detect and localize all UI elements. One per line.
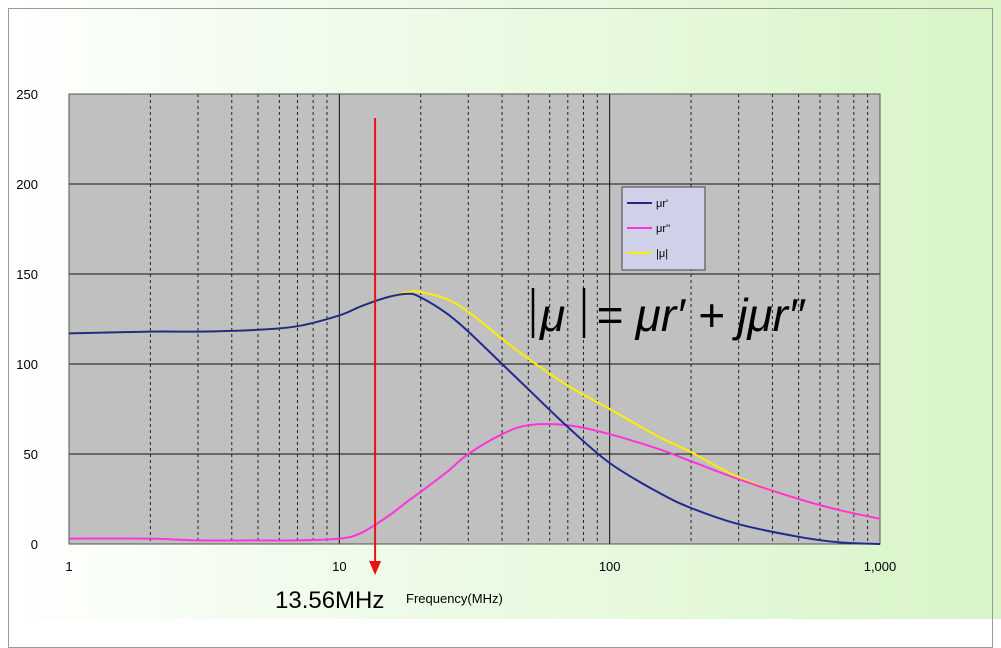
y-tick-label: 150 [16, 267, 38, 282]
y-axis-ticks: 0 50 100 150 200 250 [16, 87, 38, 552]
y-tick-label: 0 [31, 537, 38, 552]
legend-label-2: |μ| [656, 248, 668, 260]
y-tick-label: 250 [16, 87, 38, 102]
x-tick-label: 1 [65, 559, 72, 574]
x-axis-label: Frequency(MHz) [406, 591, 503, 606]
y-tick-label: 100 [16, 357, 38, 372]
permeability-chart: 0 50 100 150 200 250 1 10 100 1,000 13.56MHz Fre… [16, 87, 896, 614]
series-line-1 [68, 423, 881, 542]
y-tick-label: 50 [24, 447, 38, 462]
series-lines [68, 290, 881, 545]
formula-annotation: μ = μr′ + jμr″ [531, 288, 806, 341]
legend-label-0: μr' [656, 198, 668, 210]
marker-label: 13.56MHz [275, 587, 384, 614]
x-tick-label: 100 [599, 559, 621, 574]
frequency-marker: 13.56MHz [275, 118, 384, 614]
x-axis-ticks: 1 10 100 1,000 [65, 559, 896, 574]
formula-mu: μ [539, 289, 565, 341]
legend-label-1: μr'' [656, 223, 670, 235]
legend: μr' μr'' |μ| [621, 186, 706, 271]
minor-gridlines [149, 94, 869, 544]
series-line-0 [68, 292, 881, 545]
plot-border [68, 93, 881, 545]
plot-area [69, 94, 880, 544]
x-tick-label: 1,000 [864, 559, 897, 574]
formula-rhs: = μr′ + jμr″ [596, 289, 806, 341]
y-tick-label: 200 [16, 177, 38, 192]
marker-arrowhead [369, 561, 382, 575]
x-tick-label: 10 [332, 559, 346, 574]
